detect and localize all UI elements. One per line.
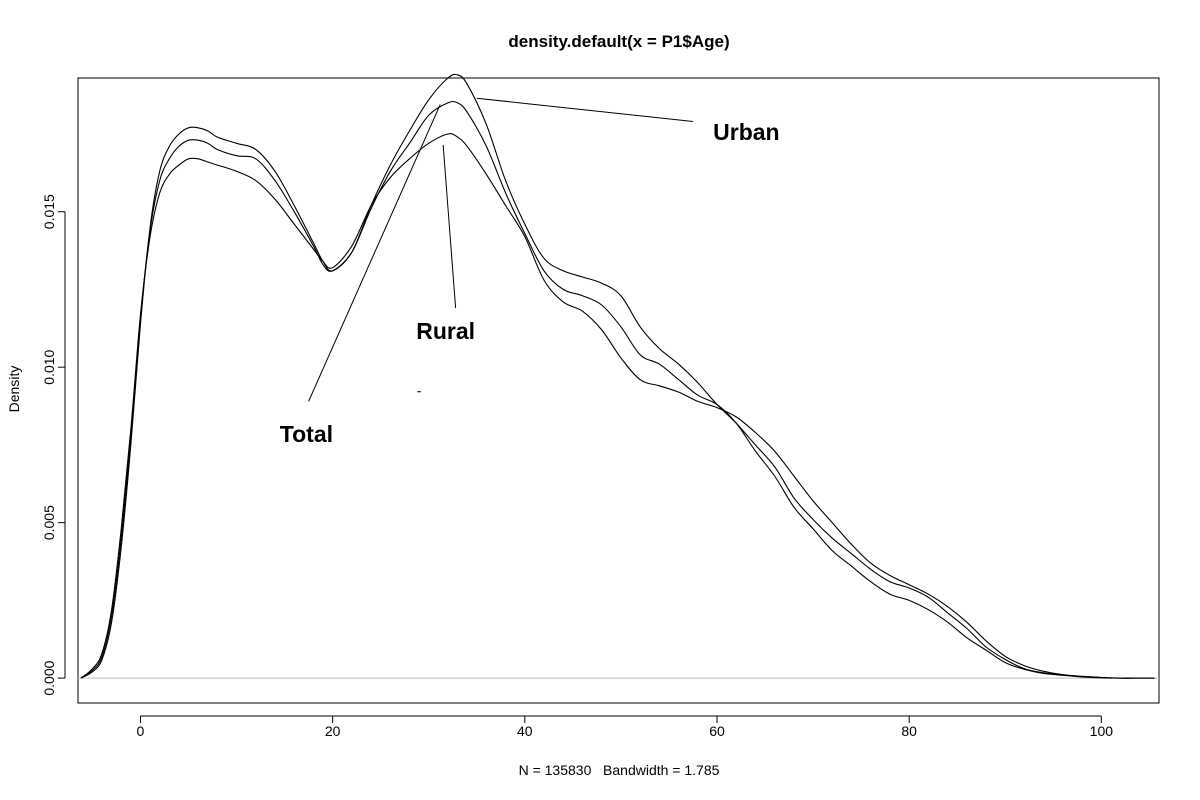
x-tick-label: 20 bbox=[325, 723, 341, 739]
y-tick-label: 0.000 bbox=[41, 660, 57, 695]
rural-annotation: Rural bbox=[416, 318, 475, 344]
y-tick-label: 0.015 bbox=[41, 194, 57, 229]
y-tick-label: 0.005 bbox=[41, 505, 57, 540]
total-leader-line bbox=[308, 104, 441, 402]
total-annotation: Total bbox=[280, 421, 333, 447]
density-curves bbox=[80, 73, 1155, 679]
density-curve-3 bbox=[80, 133, 1155, 679]
y-tick-label: 0.010 bbox=[41, 349, 57, 384]
x-tick-label: 40 bbox=[517, 723, 533, 739]
rural-leader-line bbox=[442, 144, 457, 309]
x-tick-label: 80 bbox=[901, 723, 917, 739]
urban-annotation: Urban bbox=[713, 119, 779, 145]
curve-annotations: Urban Rural Total bbox=[280, 97, 780, 447]
urban-leader-line bbox=[476, 97, 694, 123]
x-tick-label: 60 bbox=[709, 723, 725, 739]
y-axis-label: Density bbox=[6, 366, 22, 413]
y-axis: 0.000 0.005 0.010 0.015 bbox=[41, 194, 66, 696]
x-axis: 0 20 40 60 80 100 bbox=[137, 715, 1114, 739]
density-curve-2 bbox=[80, 100, 1155, 679]
x-axis-label: N = 135830 Bandwidth = 1.785 bbox=[519, 762, 720, 778]
x-tick-label: 0 bbox=[137, 723, 145, 739]
plot-frame bbox=[77, 77, 1160, 704]
x-tick-label: 100 bbox=[1090, 723, 1114, 739]
chart-title: density.default(x = P1$Age) bbox=[508, 32, 729, 51]
density-curve-1 bbox=[80, 73, 1155, 679]
